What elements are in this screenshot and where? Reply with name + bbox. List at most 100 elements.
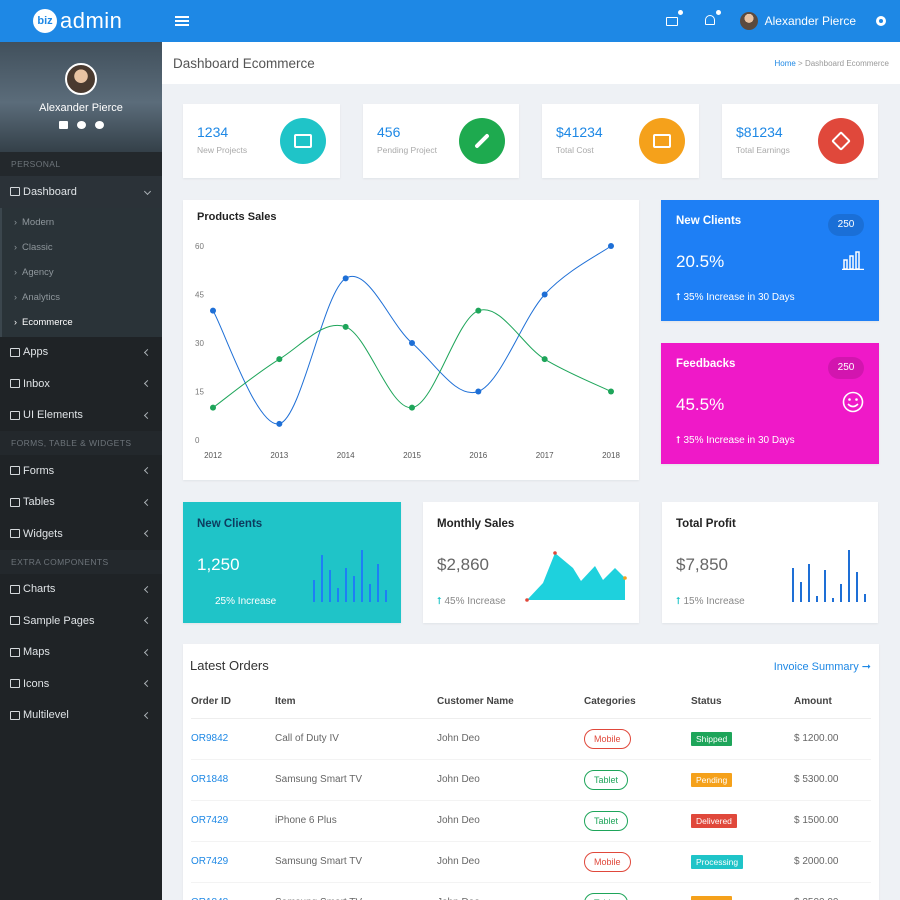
sidebar-item-maps[interactable]: Maps <box>0 637 162 669</box>
briefcase-icon <box>280 118 326 164</box>
sidebar-item-inbox[interactable]: Inbox <box>0 368 162 400</box>
stat-card-total-cost: $41234 Total Cost <box>542 104 699 178</box>
sidebar-item-icons[interactable]: Icons <box>0 668 162 700</box>
user-name: Alexander Pierce <box>764 14 856 28</box>
sidebar-item-sample-pages[interactable]: Sample Pages <box>0 605 162 637</box>
order-customer: John Deo <box>437 841 584 883</box>
submenu-analytics[interactable]: › Analytics <box>14 291 61 303</box>
category-pill: Mobile <box>584 851 631 872</box>
data-point[interactable] <box>541 291 548 298</box>
y-tick-label: 30 <box>195 339 204 348</box>
sidebar-item-ui-elements[interactable]: UI Elements <box>0 400 162 432</box>
sidebar-item-forms[interactable]: Forms <box>0 455 162 487</box>
menu-toggle-icon[interactable] <box>175 16 189 26</box>
profile-avatar[interactable] <box>65 63 97 95</box>
status-badge: Pending <box>691 895 733 900</box>
profile-settings-icon[interactable] <box>76 121 86 129</box>
chevron-left-icon <box>143 711 152 719</box>
data-point[interactable] <box>608 388 614 395</box>
map-pin-icon <box>10 647 20 657</box>
profile-name: Alexander Pierce <box>39 102 123 114</box>
x-tick-label: 2015 <box>403 451 421 460</box>
category-pill: Tablet <box>584 892 629 900</box>
order-id-link[interactable]: OR1848 <box>191 759 275 801</box>
x-tick-label: 2013 <box>270 451 288 460</box>
category-pill: Mobile <box>584 728 631 749</box>
chevron-left-icon <box>143 498 152 506</box>
order-amount: $ 2000.00 <box>794 841 871 883</box>
status-badge: Pending <box>691 772 733 787</box>
chevron-left-icon <box>143 348 152 356</box>
profile-mail-icon[interactable] <box>58 121 68 129</box>
data-point[interactable] <box>409 404 415 411</box>
data-point[interactable] <box>475 388 482 395</box>
breadcrumb-current: Dashboard Ecommerce <box>804 58 889 68</box>
data-point[interactable] <box>210 307 216 314</box>
breadcrumb-home[interactable]: Home <box>774 58 796 68</box>
order-item: iPhone 6 Plus <box>275 800 437 842</box>
order-amount: $ 1200.00 <box>794 718 871 760</box>
smile-icon <box>842 391 864 413</box>
latest-orders-title: Latest Orders <box>190 658 269 673</box>
brackets-icon <box>10 410 20 420</box>
logo[interactable]: biz admin <box>0 8 162 34</box>
table-row[interactable]: OR9842 Call of Duty IV John Deo Mobile Shipp… <box>191 718 871 760</box>
order-id-link[interactable]: OR7429 <box>191 841 275 883</box>
order-id-link[interactable]: OR7429 <box>191 800 275 842</box>
chevron-left-icon <box>143 411 152 419</box>
data-point[interactable] <box>409 340 415 346</box>
total-profit-card: Total Profit $7,850 ⭡ 15% Increase <box>662 502 878 623</box>
power-icon[interactable] <box>94 121 104 129</box>
chevron-left-icon <box>143 380 152 388</box>
user-avatar <box>739 12 758 30</box>
table-icon <box>10 497 20 507</box>
order-id-link[interactable]: OR9842 <box>191 718 275 760</box>
data-point[interactable] <box>342 275 349 282</box>
home-icon <box>10 187 20 197</box>
arrow-up-icon: ⭡ <box>676 435 681 446</box>
sidebar-item-tables[interactable]: Tables <box>0 487 162 519</box>
sidebar-item-apps[interactable]: Apps <box>0 337 162 369</box>
data-point[interactable] <box>342 323 349 330</box>
order-item: Samsung Smart TV <box>275 759 437 801</box>
stat-card-pending-project: 456 Pending Project <box>363 104 519 178</box>
x-tick-label: 2014 <box>337 451 355 460</box>
top-navbar: biz admin Alexander Pierce <box>0 0 900 42</box>
sidebar-item-multilevel[interactable]: Multilevel <box>0 700 162 732</box>
sidebar-item-charts[interactable]: Charts <box>0 574 162 606</box>
submenu-modern[interactable]: › Modern <box>14 216 55 228</box>
gear-icon[interactable] <box>876 16 886 26</box>
monthly-sales-area-chart <box>525 551 627 602</box>
order-amount: $ 1500.00 <box>794 800 871 842</box>
data-point[interactable] <box>276 356 283 363</box>
dashboard-submenu: › Modern › Classic › Agency › Analytics › Eco… <box>0 207 162 337</box>
data-point[interactable] <box>276 420 283 427</box>
order-customer: John Deo <box>437 800 584 842</box>
products-sales-title: Products Sales <box>197 211 277 223</box>
data-point[interactable] <box>608 243 614 249</box>
chevron-left-icon <box>143 585 152 593</box>
data-point[interactable] <box>541 356 548 363</box>
invoice-summary-link[interactable]: Invoice Summary ➞ <box>773 661 871 673</box>
data-point[interactable] <box>475 307 482 314</box>
x-tick-label: 2016 <box>469 451 487 460</box>
sidebar-item-widgets[interactable]: Widgets <box>0 518 162 550</box>
sidebar-item-dashboard[interactable]: Dashboard <box>0 176 162 208</box>
order-customer: John Deo <box>437 759 584 801</box>
table-row[interactable]: OR7429 iPhone 6 Plus John Deo Tablet Deliver… <box>191 800 871 842</box>
products-sales-card: Products Sales 0 15 30 45 60 2012 2013 2014 2015… <box>183 200 639 480</box>
submenu-ecommerce[interactable]: › Ecommerce <box>14 316 73 328</box>
mail-icon[interactable] <box>664 10 683 29</box>
bell-icon[interactable] <box>702 10 721 29</box>
table-row[interactable]: OR7429 Samsung Smart TV John Deo Mobile Proc… <box>191 841 871 883</box>
data-point[interactable] <box>210 404 216 411</box>
submenu-classic[interactable]: › Classic <box>14 241 53 253</box>
user-menu[interactable]: Alexander Pierce <box>739 12 856 30</box>
chevron-left-icon <box>143 530 152 538</box>
submenu-agency[interactable]: › Agency <box>14 266 54 278</box>
chevron-left-icon <box>143 617 152 625</box>
order-id-link[interactable]: OR1848 <box>191 882 275 900</box>
bar-chart-icon <box>842 251 864 270</box>
